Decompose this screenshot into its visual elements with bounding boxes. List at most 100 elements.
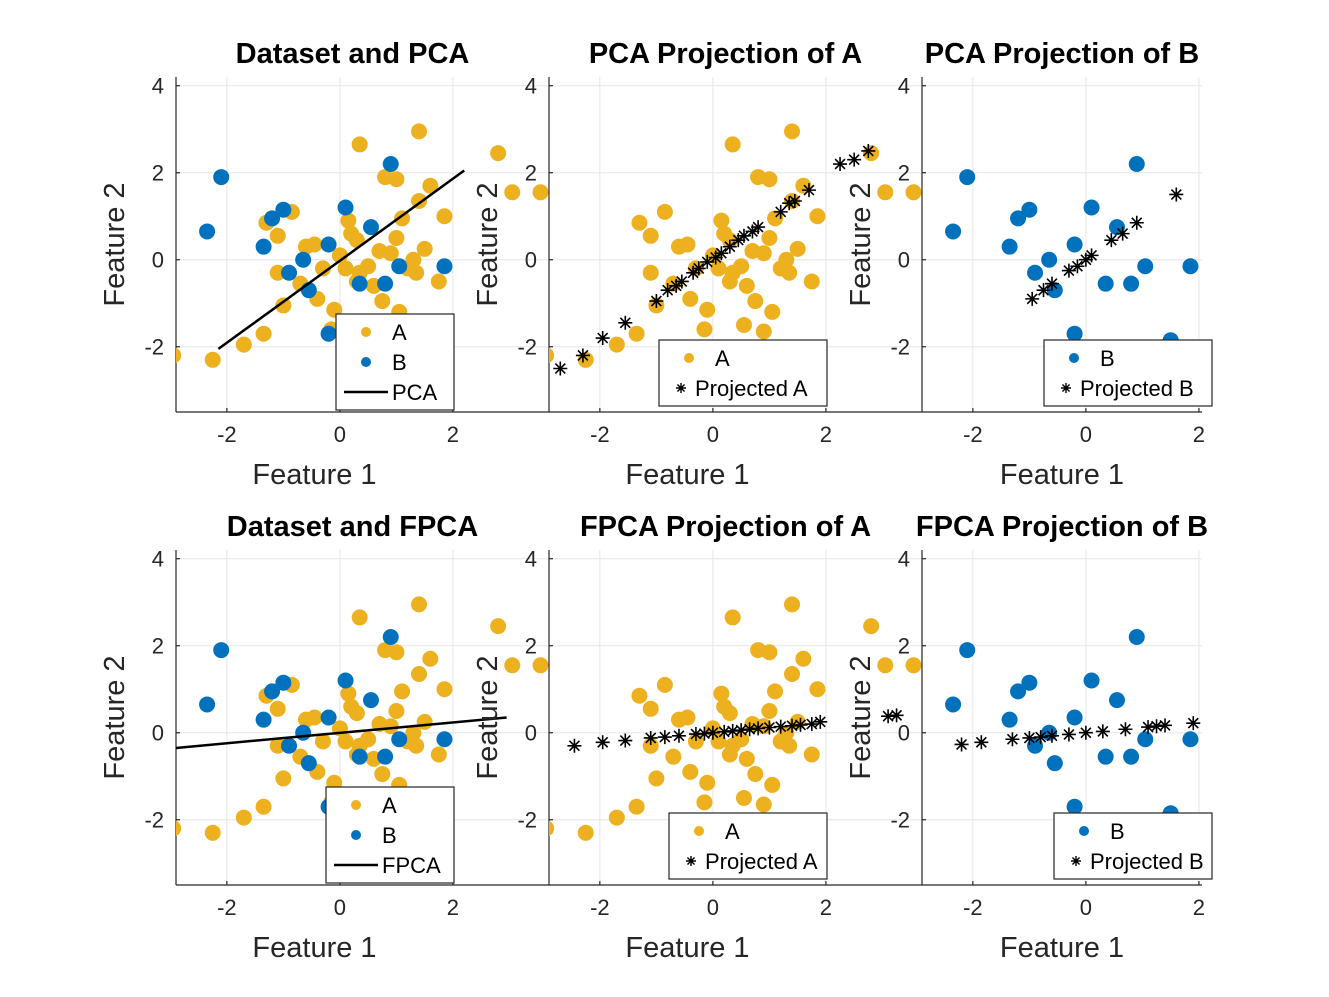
projected-point bbox=[686, 265, 701, 280]
projected-point bbox=[861, 143, 876, 158]
y-axis-label: Feature 2 bbox=[845, 182, 877, 306]
projected-point bbox=[847, 152, 862, 167]
data-point bbox=[863, 618, 880, 635]
data-point bbox=[382, 156, 399, 173]
data-point bbox=[699, 301, 716, 318]
data-point bbox=[275, 674, 292, 691]
x-tick-label: -2 bbox=[590, 895, 610, 920]
legend-star bbox=[686, 856, 696, 866]
data-point bbox=[255, 798, 272, 815]
projected-point bbox=[1025, 291, 1040, 306]
data-point bbox=[320, 709, 337, 726]
projected-point bbox=[1044, 728, 1059, 743]
data-point bbox=[314, 260, 331, 277]
data-point bbox=[1182, 731, 1199, 748]
data-point bbox=[199, 223, 216, 240]
y-tick-label: 4 bbox=[525, 74, 537, 99]
data-point bbox=[1182, 258, 1199, 275]
data-point bbox=[761, 229, 778, 246]
data-point bbox=[761, 702, 778, 719]
legend-star bbox=[1061, 383, 1071, 393]
projected-point bbox=[773, 204, 788, 219]
projected-point bbox=[669, 278, 684, 293]
projected-point bbox=[974, 735, 989, 750]
data-point bbox=[699, 774, 716, 791]
y-tick-label: 4 bbox=[898, 547, 910, 572]
data-point bbox=[411, 665, 428, 682]
data-point bbox=[789, 240, 806, 257]
projected-point bbox=[618, 733, 633, 748]
legend-label: B bbox=[382, 823, 397, 848]
grid bbox=[549, 77, 922, 412]
series-projected-a bbox=[553, 143, 876, 376]
y-tick-label: 4 bbox=[525, 547, 537, 572]
projected-point bbox=[762, 720, 777, 735]
data-point bbox=[784, 665, 801, 682]
data-point bbox=[628, 325, 645, 342]
x-tick-label: -2 bbox=[963, 895, 983, 920]
y-tick-label: 0 bbox=[525, 248, 537, 273]
chart-title: FPCA Projection of B bbox=[916, 511, 1208, 543]
legend: B Projected B bbox=[1053, 812, 1213, 880]
x-axis-label: Feature 1 bbox=[252, 932, 376, 964]
series-fpca bbox=[176, 716, 507, 750]
data-point bbox=[803, 746, 820, 763]
data-point bbox=[608, 809, 625, 826]
projected-point bbox=[731, 233, 746, 248]
data-point bbox=[608, 336, 625, 353]
legend-label: A bbox=[392, 320, 407, 345]
data-point bbox=[716, 225, 733, 242]
data-point bbox=[275, 201, 292, 218]
legend: B Projected B bbox=[1043, 339, 1213, 407]
x-axis-label: Feature 1 bbox=[625, 459, 749, 491]
series-projected-a bbox=[567, 708, 904, 753]
data-point bbox=[772, 733, 789, 750]
legend-box bbox=[1053, 812, 1213, 880]
plot-area bbox=[549, 123, 922, 376]
legend: A Projected A bbox=[668, 812, 828, 880]
projected-point bbox=[1129, 215, 1144, 230]
projected-point bbox=[751, 220, 766, 235]
data-point bbox=[642, 264, 659, 281]
data-point bbox=[235, 809, 252, 826]
y-axis-label: Feature 2 bbox=[472, 655, 504, 779]
data-point bbox=[642, 227, 659, 244]
data-point bbox=[204, 824, 221, 841]
data-point bbox=[809, 208, 826, 225]
data-point bbox=[1046, 755, 1063, 772]
data-point bbox=[1097, 275, 1114, 292]
x-axis-label: Feature 1 bbox=[625, 932, 749, 964]
legend-marker bbox=[351, 830, 361, 840]
data-point bbox=[877, 184, 894, 201]
data-point bbox=[959, 642, 976, 659]
data-point bbox=[679, 709, 696, 726]
data-point bbox=[1010, 210, 1027, 227]
data-point bbox=[1123, 275, 1140, 292]
data-point bbox=[255, 238, 272, 255]
x-tick-label: -2 bbox=[963, 422, 983, 447]
data-point bbox=[735, 789, 752, 806]
projected-point bbox=[697, 726, 712, 741]
projected-point bbox=[700, 254, 715, 269]
legend-item: Projected A bbox=[686, 849, 818, 874]
projected-point bbox=[1036, 283, 1051, 298]
y-axis-label: Feature 2 bbox=[99, 655, 131, 779]
legend-star bbox=[1071, 856, 1081, 866]
chart-title: FPCA Projection of A bbox=[580, 511, 871, 543]
x-tick-label: 2 bbox=[1193, 895, 1205, 920]
data-point bbox=[1066, 798, 1083, 815]
x-tick-label: 0 bbox=[334, 895, 346, 920]
projected-point bbox=[742, 722, 757, 737]
data-point bbox=[738, 750, 755, 767]
data-point bbox=[631, 214, 648, 231]
data-point bbox=[337, 260, 354, 277]
x-tick-label: 2 bbox=[1193, 422, 1205, 447]
data-point bbox=[764, 303, 781, 320]
data-point bbox=[388, 171, 405, 188]
data-point bbox=[411, 123, 428, 140]
data-point bbox=[755, 245, 772, 262]
plot-area bbox=[176, 123, 549, 368]
subplot-1: -2 0 2 -2 0 2 4 Dataset and PCA Feature 1 Feature… bbox=[99, 38, 549, 491]
legend-item: B bbox=[1079, 819, 1125, 844]
y-tick-label: 4 bbox=[152, 74, 164, 99]
